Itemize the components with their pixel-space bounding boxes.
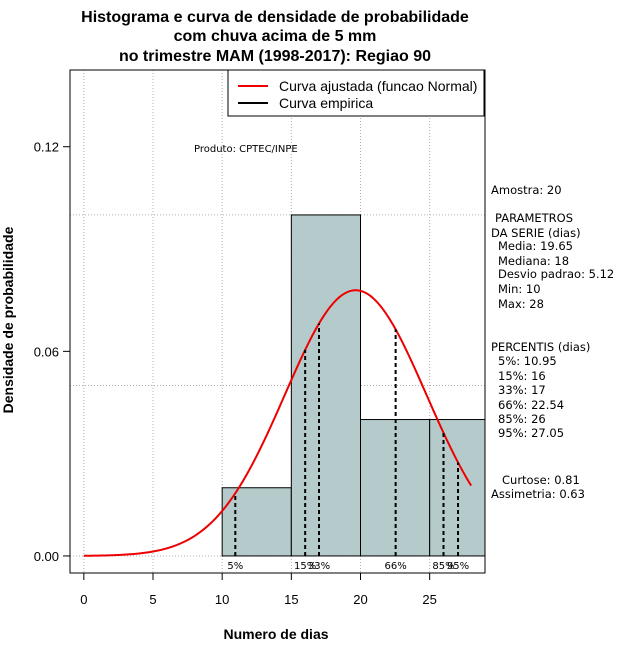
percentis-p33: 33%: 17 — [498, 383, 546, 397]
y-tick-label-0: 0.00 — [34, 549, 59, 564]
legend: Curva ajustada (funcao Normal) Curva emp… — [227, 69, 485, 117]
normal-curve — [83, 289, 473, 557]
x-tick-label-0: 0 — [80, 592, 87, 607]
param-mean: Media: 19.65 — [498, 239, 573, 253]
x-tick-label-2: 10 — [215, 592, 229, 607]
y-tick-label-2: 0.12 — [34, 140, 59, 155]
chart-title: Histograma e curva de densidade de proba… — [81, 9, 469, 65]
x-tick-label-1: 5 — [149, 592, 156, 607]
sample-size: Amostra: 20 — [491, 183, 562, 197]
percentis-p95: 95%: 27.05 — [498, 426, 564, 440]
percentile-label-5: 95% — [447, 561, 469, 572]
param-median: Mediana: 18 — [498, 254, 569, 268]
percentile-label-1: 15% — [294, 561, 316, 572]
percentile-label-3: 66% — [385, 561, 407, 572]
percentile-label-0: 5% — [227, 561, 243, 572]
percentile-lines: 5% 15%33% 66% 85%95% — [227, 323, 469, 572]
param-sd: Desvio padrao: 5.12 — [498, 267, 614, 281]
legend-label-empirical: Curva empirica — [279, 95, 373, 111]
percentile-label-2: 33% — [308, 561, 330, 572]
percentis-p15: 15%: 16 — [498, 369, 546, 383]
percentis-heading: PERCENTIS (dias) — [491, 340, 590, 354]
x-tick-label-4: 20 — [353, 592, 367, 607]
x-tick-label-3: 15 — [284, 592, 298, 607]
title-line-1: Histograma e curva de densidade de proba… — [81, 9, 469, 26]
x-tick-label-5: 25 — [422, 592, 436, 607]
params-heading-2: DA SERIE (dias) — [491, 226, 581, 240]
percentile-label-4: 85% — [432, 561, 454, 572]
y-axis-label: Densidade de probabilidade — [0, 226, 16, 413]
percentis-p85: 85%: 26 — [498, 412, 546, 426]
params-heading-1: PARAMETROS — [495, 211, 573, 225]
histogram-bar-0 — [221, 487, 292, 557]
product-annotation: Produto: CPTEC/INPE — [194, 144, 298, 155]
skewness: Assimetria: 0.63 — [491, 487, 585, 501]
x-axis-label: Numero de dias — [223, 626, 328, 642]
histogram-bar-3 — [429, 419, 486, 557]
kurtosis: Curtose: 0.81 — [502, 473, 580, 487]
title-line-3: no trimestre MAM (1998-2017): Regiao 90 — [119, 48, 431, 65]
param-max: Max: 28 — [498, 297, 544, 311]
param-min: Min: 10 — [498, 282, 541, 296]
percentis-p5: 5%: 10.95 — [498, 354, 557, 368]
statistics-panel: Amostra: 20 PARAMETROS DA SERIE (dias) M… — [491, 183, 614, 501]
y-tick-label-1: 0.06 — [34, 344, 59, 359]
legend-box — [227, 69, 485, 117]
legend-label-fitted: Curva ajustada (funcao Normal) — [279, 78, 477, 94]
title-line-2: com chuva acima de 5 mm — [174, 28, 377, 45]
histogram-bar-1 — [290, 214, 362, 557]
normal-curve-layer — [83, 289, 473, 557]
percentis-p66: 66%: 22.54 — [498, 398, 564, 412]
